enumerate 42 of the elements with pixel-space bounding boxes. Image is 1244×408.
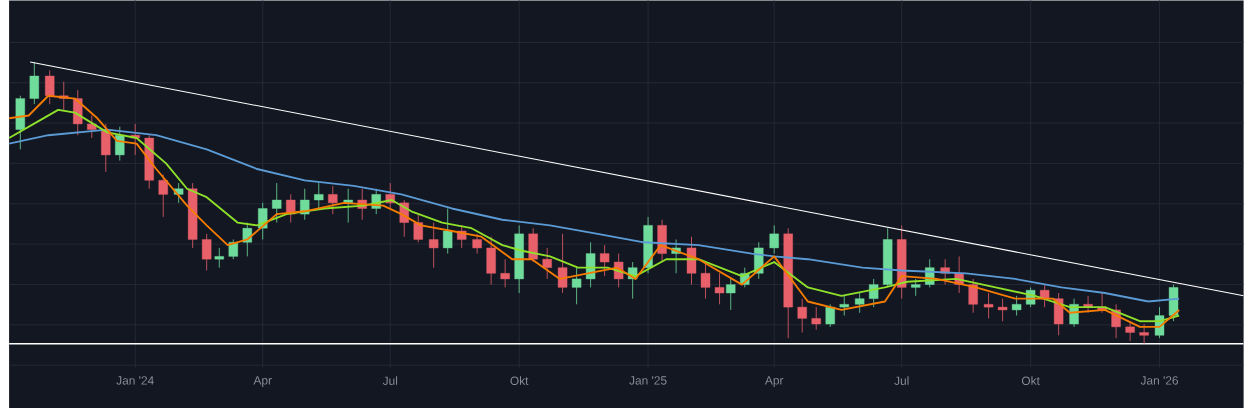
x-tick-label: Jan '26 <box>1140 376 1179 385</box>
candlestick <box>413 213 423 243</box>
candlestick <box>797 298 807 333</box>
candlestick <box>1125 320 1135 342</box>
candlestick <box>328 185 338 215</box>
candlestick <box>1011 295 1022 316</box>
candlestick <box>557 233 568 294</box>
candlestick <box>201 233 212 271</box>
candlestick <box>472 233 482 254</box>
candlestick <box>500 258 510 288</box>
candlestick <box>811 306 821 330</box>
candlestick <box>825 303 835 328</box>
candlestick <box>214 247 224 268</box>
x-tick-label: Apr <box>253 376 272 387</box>
candlestick <box>726 278 736 311</box>
candlestick <box>997 298 1008 322</box>
candlestick <box>769 224 779 254</box>
candlestick <box>700 261 711 299</box>
x-tick-label: Apr <box>764 376 784 387</box>
candlestick <box>983 292 994 319</box>
candlestick <box>443 207 453 254</box>
candlestick <box>158 174 168 218</box>
candlestick <box>542 247 552 280</box>
candlestick <box>314 182 324 209</box>
candlestick <box>428 222 439 268</box>
x-tick-label: Jan '24 <box>116 376 154 385</box>
x-tick-label: Okt <box>510 376 529 385</box>
candlestick <box>45 69 55 105</box>
candlestick <box>29 61 39 105</box>
candlestick <box>87 114 97 139</box>
x-tick-label: Jul <box>894 376 909 385</box>
candlestick <box>1139 323 1149 345</box>
x-tick-label: Okt <box>1021 376 1040 385</box>
candlestick <box>571 267 582 305</box>
x-tick-label: Jul <box>382 376 398 385</box>
x-tick-label: Jan '25 <box>629 376 667 385</box>
candlestick <box>854 292 865 314</box>
candlestick <box>272 182 282 223</box>
candlestick <box>839 295 849 316</box>
candlestick <box>714 272 725 305</box>
candlestick <box>599 244 610 277</box>
candlestick <box>968 278 978 314</box>
